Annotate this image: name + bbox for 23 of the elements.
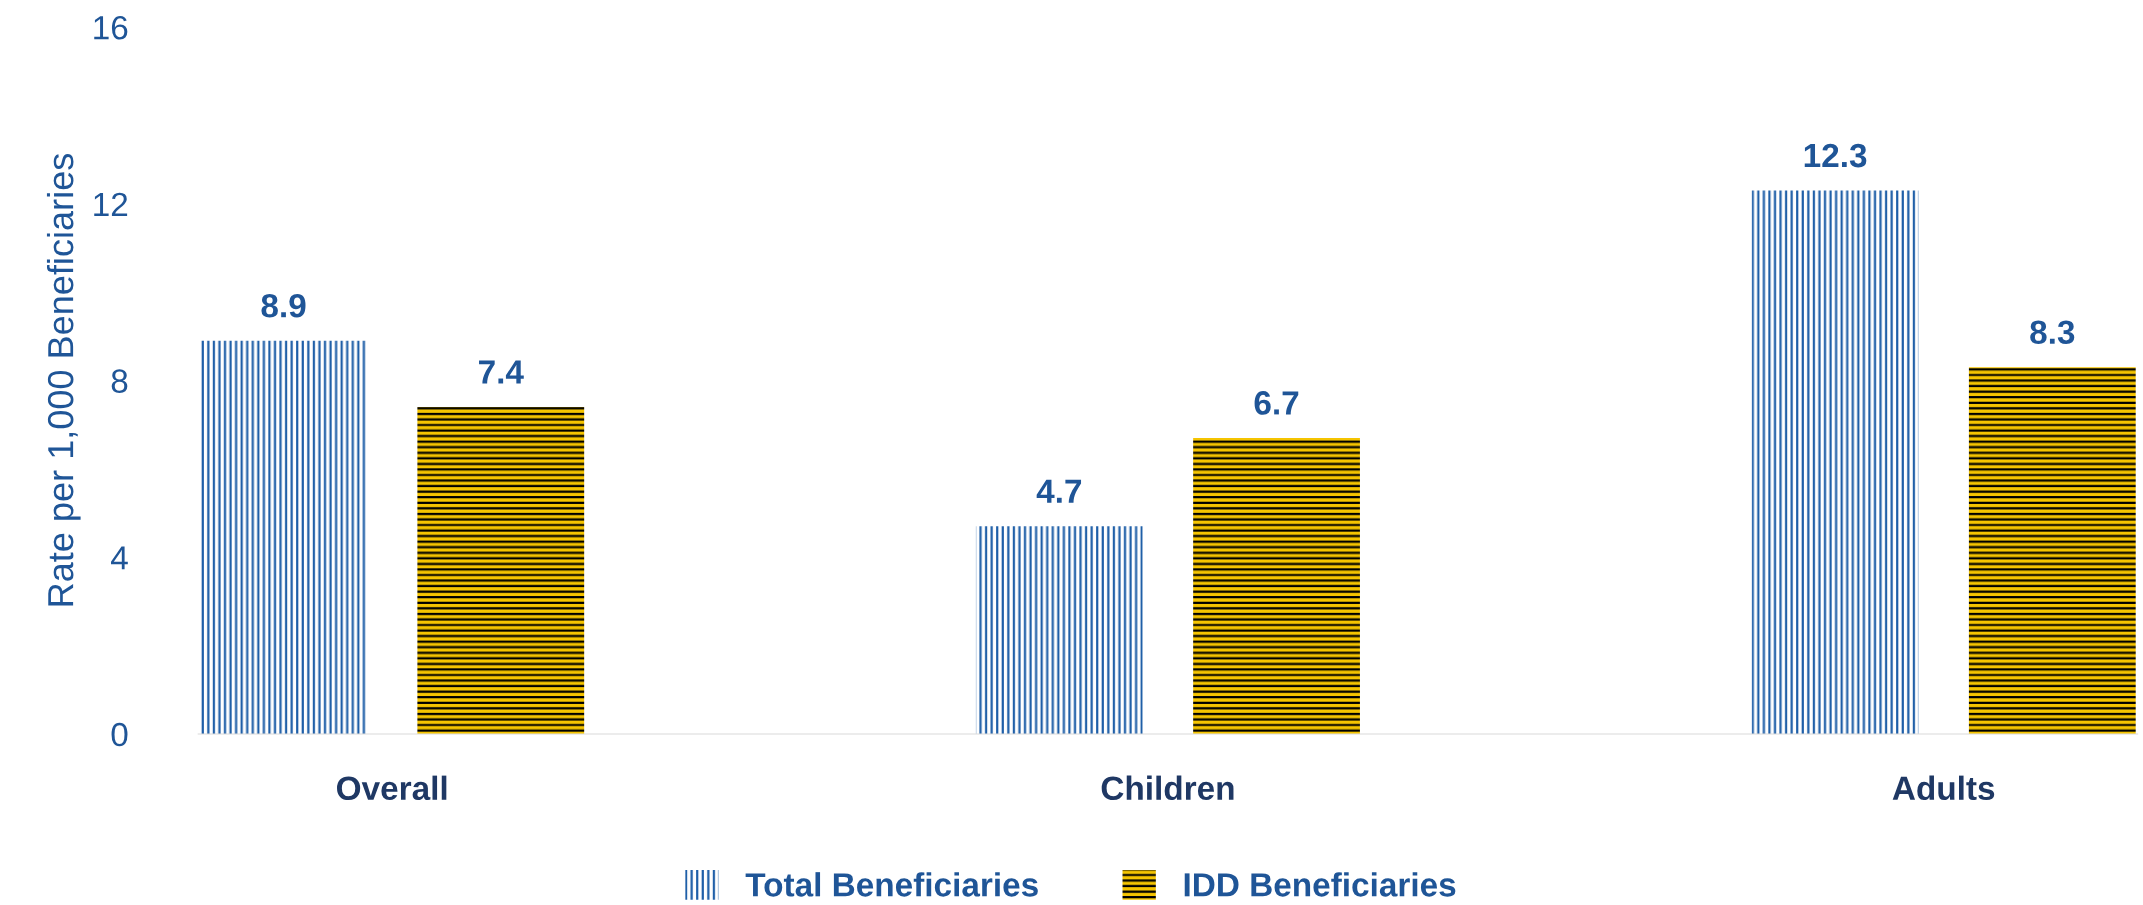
data-label: 7.4 [479, 360, 524, 384]
bar [975, 526, 1143, 734]
y-tick-label: 8 [111, 369, 128, 393]
x-tick-label: Children [1101, 775, 1234, 801]
x-tick-label: Overall [337, 775, 447, 801]
bar [200, 340, 367, 734]
data-label: 12.3 [1804, 143, 1867, 168]
y-tick-label: 0 [111, 722, 128, 747]
y-tick-label: 16 [94, 15, 128, 40]
bar [417, 407, 585, 734]
y-tick-label: 12 [94, 192, 128, 216]
x-tick-label: Adults [1892, 775, 1995, 801]
y-tick-label: 4 [111, 546, 128, 570]
data-label: 8.9 [261, 293, 306, 318]
data-label: 6.7 [1254, 391, 1299, 415]
bar [1193, 437, 1360, 734]
data-label: 8.3 [2030, 320, 2075, 345]
bar [1968, 367, 2136, 734]
data-label: 4.7 [1036, 479, 1082, 503]
legend-label: IDD Beneficiaries [1184, 872, 1456, 897]
legend-label: Total Beneficiaries [745, 872, 1038, 897]
y-axis-title: Rate per 1,000 Beneficiaries [46, 154, 81, 606]
bar [1751, 190, 1919, 734]
